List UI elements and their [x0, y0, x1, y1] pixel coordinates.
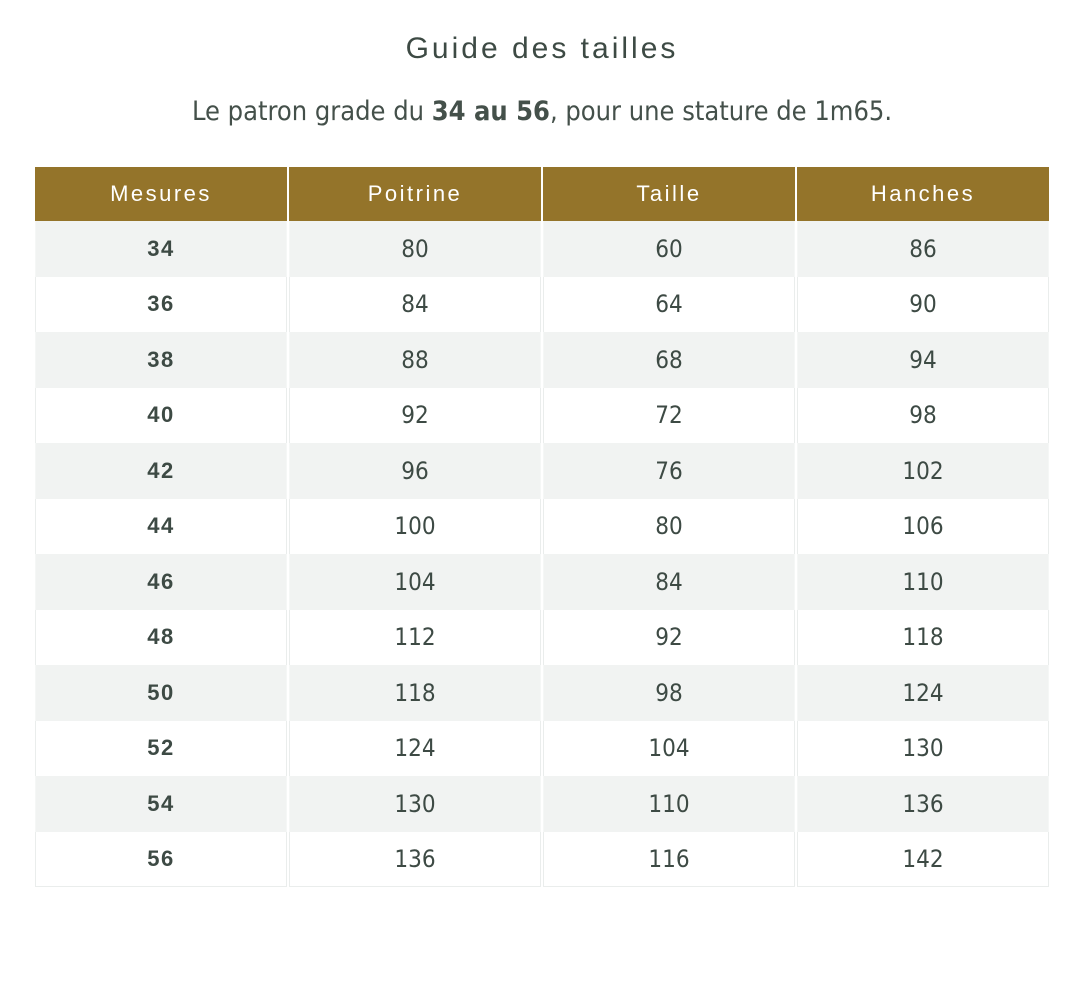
poitrine-cell: 112	[289, 609, 541, 665]
taille-cell: 72	[543, 387, 795, 443]
taille-cell: 64	[543, 276, 795, 332]
size-cell: 54	[35, 776, 287, 832]
poitrine-cell: 136	[289, 831, 541, 887]
poitrine-cell: 88	[289, 332, 541, 388]
table-row: 54 130 110 136	[35, 776, 1049, 832]
header-cell-mesures: Mesures	[35, 167, 287, 221]
size-cell: 34	[35, 221, 287, 277]
size-cell: 36	[35, 276, 287, 332]
taille-cell: 104	[543, 720, 795, 776]
table-row: 52 124 104 130	[35, 720, 1049, 776]
hanches-cell: 94	[797, 332, 1049, 388]
subtitle-suffix: , pour une stature de 1m65.	[549, 96, 893, 127]
hanches-cell: 86	[797, 221, 1049, 277]
size-cell: 42	[35, 443, 287, 499]
hanches-cell: 102	[797, 443, 1049, 499]
taille-cell: 92	[543, 609, 795, 665]
hanches-cell: 118	[797, 609, 1049, 665]
hanches-cell: 130	[797, 720, 1049, 776]
hanches-cell: 98	[797, 387, 1049, 443]
taille-cell: 110	[543, 776, 795, 832]
size-cell: 56	[35, 831, 287, 887]
table-row: 36 84 64 90	[35, 276, 1049, 332]
taille-cell: 80	[543, 498, 795, 554]
table-row: 46 104 84 110	[35, 554, 1049, 610]
table-row: 40 92 72 98	[35, 387, 1049, 443]
subtitle-prefix: Le patron grade du	[191, 96, 432, 127]
size-cell: 38	[35, 332, 287, 388]
size-cell: 44	[35, 498, 287, 554]
taille-cell: 84	[543, 554, 795, 610]
size-cell: 48	[35, 609, 287, 665]
hanches-cell: 124	[797, 665, 1049, 721]
hanches-cell: 142	[797, 831, 1049, 887]
taille-cell: 116	[543, 831, 795, 887]
poitrine-cell: 96	[289, 443, 541, 499]
subtitle: Le patron grade du 34 au 56, pour une st…	[0, 96, 1084, 127]
table-row: 50 118 98 124	[35, 665, 1049, 721]
poitrine-cell: 118	[289, 665, 541, 721]
hanches-cell: 106	[797, 498, 1049, 554]
poitrine-cell: 100	[289, 498, 541, 554]
hanches-cell: 110	[797, 554, 1049, 610]
table-row: 48 112 92 118	[35, 609, 1049, 665]
poitrine-cell: 130	[289, 776, 541, 832]
table-row: 42 96 76 102	[35, 443, 1049, 499]
size-cell: 52	[35, 720, 287, 776]
header-cell-poitrine: Poitrine	[289, 167, 541, 221]
header-cell-taille: Taille	[543, 167, 795, 221]
size-cell: 40	[35, 387, 287, 443]
table-body: 34 80 60 86 36 84 64 90 38 88 68 94	[35, 221, 1049, 887]
table-header: Mesures Poitrine Taille Hanches	[35, 167, 1049, 221]
poitrine-cell: 104	[289, 554, 541, 610]
hanches-cell: 136	[797, 776, 1049, 832]
taille-cell: 60	[543, 221, 795, 277]
taille-cell: 76	[543, 443, 795, 499]
size-cell: 46	[35, 554, 287, 610]
subtitle-size-range: 34 au 56	[431, 96, 550, 127]
table-row: 44 100 80 106	[35, 498, 1049, 554]
size-guide-page: Guide des tailles Le patron grade du 34 …	[0, 32, 1084, 887]
page-title: Guide des tailles	[405, 32, 679, 65]
size-guide-table-wrapper: Mesures Poitrine Taille Hanches 34 80 60…	[33, 167, 1051, 887]
table-row: 34 80 60 86	[35, 221, 1049, 277]
table-row: 56 136 116 142	[35, 831, 1049, 887]
poitrine-cell: 124	[289, 720, 541, 776]
size-cell: 50	[35, 665, 287, 721]
poitrine-cell: 80	[289, 221, 541, 277]
table-header-row: Mesures Poitrine Taille Hanches	[35, 167, 1049, 221]
size-guide-table: Mesures Poitrine Taille Hanches 34 80 60…	[33, 167, 1051, 887]
table-row: 38 88 68 94	[35, 332, 1049, 388]
poitrine-cell: 84	[289, 276, 541, 332]
header-cell-hanches: Hanches	[797, 167, 1049, 221]
poitrine-cell: 92	[289, 387, 541, 443]
taille-cell: 98	[543, 665, 795, 721]
hanches-cell: 90	[797, 276, 1049, 332]
taille-cell: 68	[543, 332, 795, 388]
